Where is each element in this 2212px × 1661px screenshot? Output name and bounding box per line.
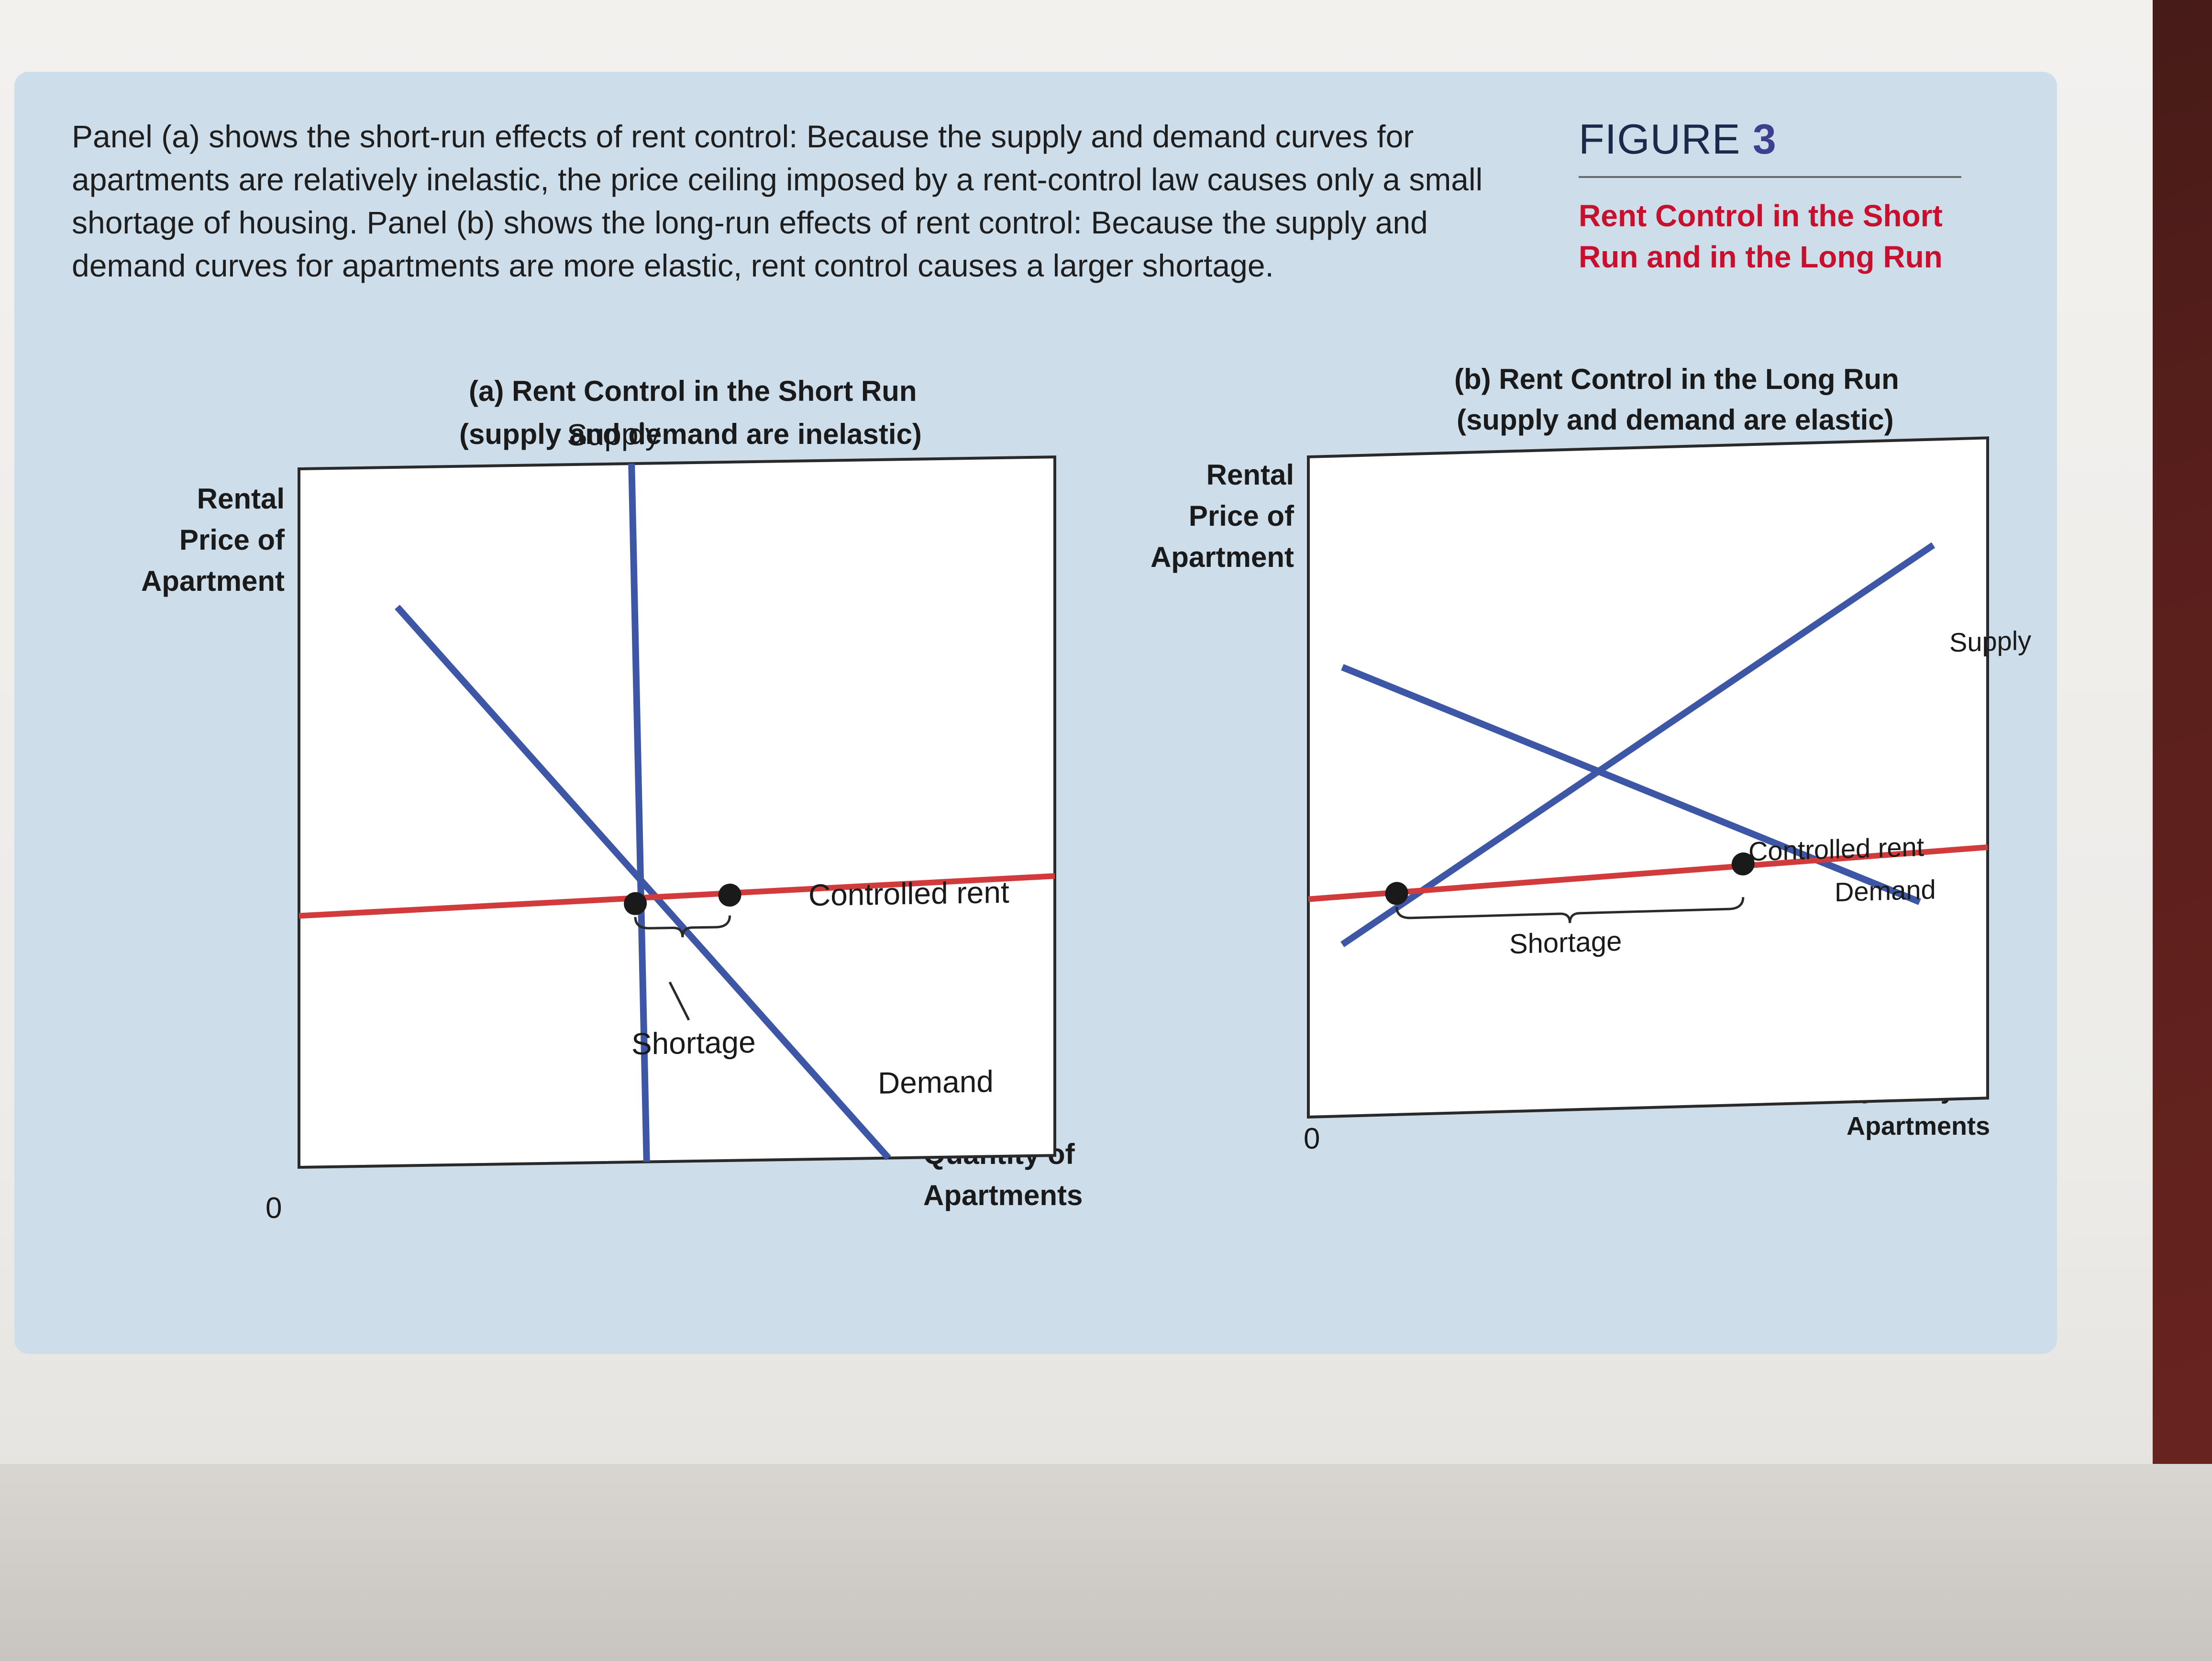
panel-a-title: (a) Rent Control in the Short Run <box>469 375 917 407</box>
panel-a-shortage-label: Shortage <box>631 1025 756 1061</box>
figure-caption: Panel (a) shows the short-run effects of… <box>72 119 1483 283</box>
figure-rule <box>1579 176 1961 178</box>
panel-b-shortage-label: Shortage <box>1509 926 1622 960</box>
panel-a-origin: 0 <box>265 1192 282 1225</box>
panel-b-controlled-rent-line <box>1308 844 1988 902</box>
panel-b-title: (b) Rent Control in the Long Run <box>1454 363 1899 395</box>
figure-label-word: FIGURE <box>1579 115 1741 163</box>
panel-a-supply-label: Supply <box>567 416 661 452</box>
panel-b-plot-area <box>1307 436 1989 1119</box>
panel-a-point-2 <box>718 884 741 907</box>
panel-b-supply-line <box>1340 542 1936 947</box>
panel-a-point-1 <box>624 892 647 915</box>
panel-b-shortage-bracket <box>1395 897 1745 923</box>
panel-a-shortage-bracket <box>634 915 731 938</box>
panel-b-point-1 <box>1385 882 1408 905</box>
panel-a-controlled-rent-label: Controlled rent <box>808 875 1009 913</box>
panel-a-plot-area <box>298 455 1056 1169</box>
panel-a-demand-label: Demand <box>878 1064 994 1100</box>
figure-label: FIGURE 3 <box>1579 115 1777 164</box>
panel-b-demand-line <box>1341 664 1921 905</box>
figure-title: Rent Control in the Short Run and in the… <box>1579 199 1943 274</box>
panel-b-subtitle: (supply and demand are elastic) <box>1457 404 1894 436</box>
panel-b-point-2 <box>1731 852 1755 875</box>
panel-b-origin: 0 <box>1304 1122 1320 1155</box>
panel-a-demand-line <box>395 605 891 1161</box>
panel-a-shortage-leader <box>668 981 690 1021</box>
panel-a-subtitle: (supply and demand are inelastic) <box>459 418 922 450</box>
panel-b-ylabel: Rental Price of Apartment <box>1150 459 1294 573</box>
fabric-foreground <box>0 1464 2212 1661</box>
figure-label-number: 3 <box>1752 115 1777 163</box>
panel-a-ylabel: Rental Price of Apartment <box>141 483 285 597</box>
panel-a-controlled-rent-line <box>299 873 1055 919</box>
panel-a-supply-line <box>628 463 650 1162</box>
panel-b-supply-label: Supply <box>1949 625 2031 658</box>
panel-b-demand-label: Demand <box>1835 874 1936 907</box>
panel-b-controlled-rent-label: Controlled rent <box>1748 831 1924 866</box>
